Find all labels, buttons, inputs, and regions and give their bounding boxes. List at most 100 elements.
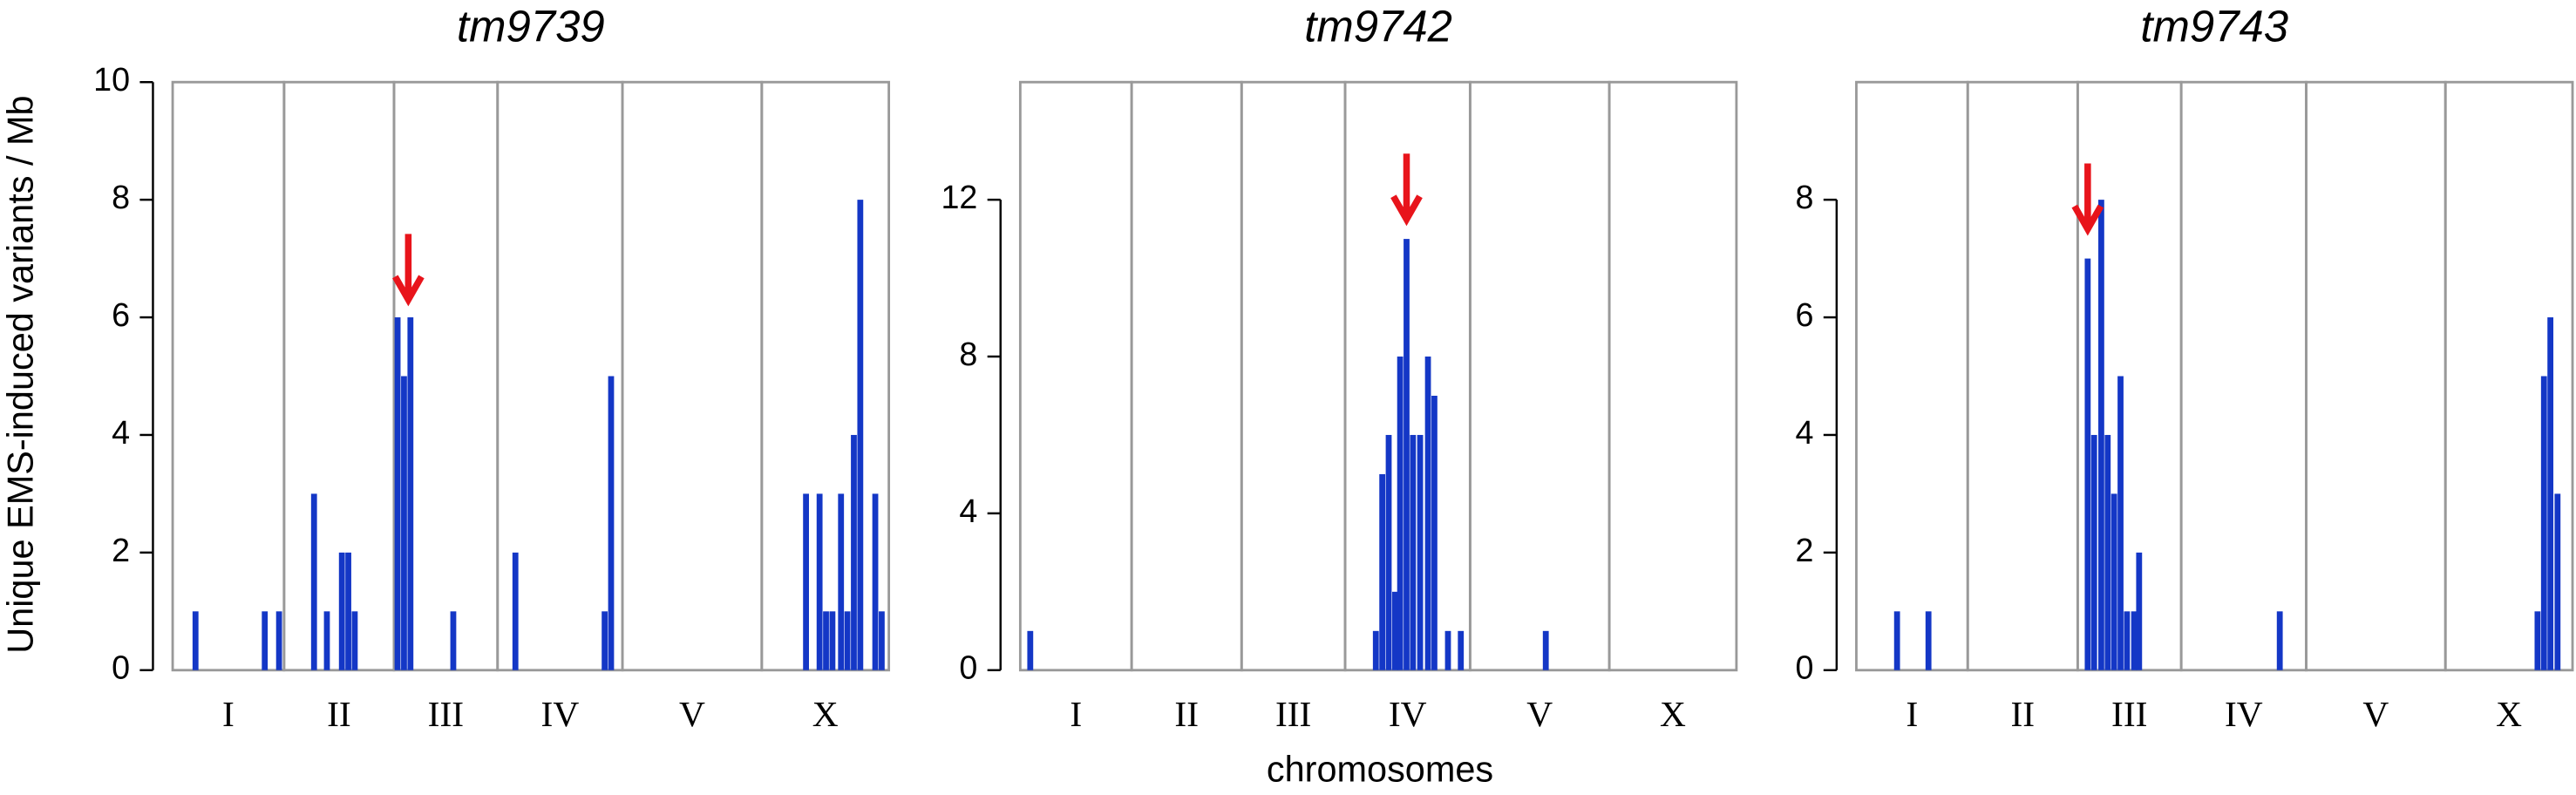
chromosome-box [1240, 80, 1347, 672]
chromosome-box [1130, 80, 1243, 672]
bar [1925, 611, 1932, 670]
bar [338, 552, 345, 670]
bar [602, 611, 608, 670]
bar [1444, 630, 1451, 670]
bar [1027, 630, 1034, 670]
bar [407, 317, 414, 670]
bar [1424, 357, 1431, 670]
bar [1385, 434, 1392, 670]
y-tick-label: 0 [959, 649, 977, 686]
y-tick-label: 4 [112, 414, 130, 451]
y-tick-label: 6 [112, 296, 130, 333]
y-tick-label: 8 [1796, 179, 1814, 215]
bar [1404, 239, 1410, 670]
x-tick-label: IV [1389, 694, 1427, 734]
x-tick-label: I [222, 694, 234, 734]
bar [1417, 434, 1424, 670]
x-axis-label: chromosomes [1267, 749, 1493, 790]
bar [872, 493, 879, 670]
chromosome-box [621, 80, 764, 672]
chromosome-box [1018, 80, 1133, 672]
x-tick-label: I [1070, 694, 1082, 734]
x-tick-label: V [1526, 694, 1553, 734]
bar [2098, 200, 2104, 670]
bar [803, 493, 809, 670]
panel-title: tm9739 [457, 1, 605, 51]
chromosome-box [1966, 80, 2079, 672]
panel-title: tm9743 [2140, 1, 2288, 51]
x-tick-label: I [1906, 694, 1918, 734]
bar [838, 493, 845, 670]
bar [2124, 611, 2131, 670]
chromosome-box [2443, 80, 2574, 672]
bar [1458, 630, 1465, 670]
bar [192, 611, 199, 670]
bar [857, 200, 864, 670]
bar [351, 611, 358, 670]
y-tick-label: 12 [941, 179, 977, 215]
x-tick-label: IV [2225, 694, 2263, 734]
arrow-annotation [1390, 153, 1423, 227]
bar [2104, 434, 2111, 670]
bar [275, 611, 282, 670]
x-tick-label: III [428, 694, 464, 734]
bar [394, 317, 401, 670]
arrow-annotation [2071, 163, 2104, 236]
bar [2131, 611, 2138, 670]
bar [512, 552, 519, 670]
y-tick-label: 2 [112, 532, 130, 568]
x-tick-label: II [1174, 694, 1199, 734]
bar [2276, 611, 2283, 670]
bar [1893, 611, 1900, 670]
chromosome-box [2305, 80, 2447, 672]
x-tick-label: V [2362, 694, 2389, 734]
x-tick-label: III [2111, 694, 2147, 734]
arrow-annotation [392, 234, 425, 307]
bar [2090, 434, 2097, 670]
arrow-path [2071, 163, 2104, 236]
bar [262, 611, 268, 670]
bar [2136, 552, 2143, 670]
bar [2554, 493, 2561, 670]
y-axis-label: Unique EMS-induced variants / Mb [0, 95, 41, 653]
bar [2117, 376, 2124, 670]
x-tick-label: II [327, 694, 351, 734]
x-tick-label: X [2496, 694, 2522, 734]
chromosome-box [171, 80, 286, 672]
bar [323, 611, 330, 670]
y-tick-label: 8 [959, 336, 977, 372]
x-tick-label: X [812, 694, 839, 734]
bar [401, 376, 407, 670]
bar [2110, 493, 2117, 670]
chromosome-box [1607, 80, 1738, 672]
bar [1410, 434, 1417, 670]
bar [450, 611, 457, 670]
bar [2084, 258, 2091, 670]
bar [1372, 630, 1379, 670]
bar [1542, 630, 1549, 670]
bar [2534, 611, 2541, 670]
y-tick-label: 4 [1796, 414, 1814, 451]
x-tick-label: X [1660, 694, 1686, 734]
x-tick-label: II [2011, 694, 2036, 734]
bar [844, 611, 851, 670]
bar [1431, 395, 1438, 670]
bar [816, 493, 823, 670]
bar [608, 376, 615, 670]
bar [823, 611, 829, 670]
bar [1397, 357, 1404, 670]
chromosome-box [760, 80, 891, 672]
y-tick-label: 10 [93, 61, 130, 98]
chromosome-box [1468, 80, 1611, 672]
y-tick-label: 6 [1796, 296, 1814, 333]
bar [2547, 317, 2554, 670]
bar [851, 434, 857, 670]
x-tick-label: III [1275, 694, 1311, 734]
arrow-path [1390, 153, 1423, 227]
bar [879, 611, 885, 670]
bar [345, 552, 351, 670]
arrow-path [392, 234, 425, 307]
y-tick-label: 8 [112, 179, 130, 215]
y-tick-label: 2 [1796, 532, 1814, 568]
